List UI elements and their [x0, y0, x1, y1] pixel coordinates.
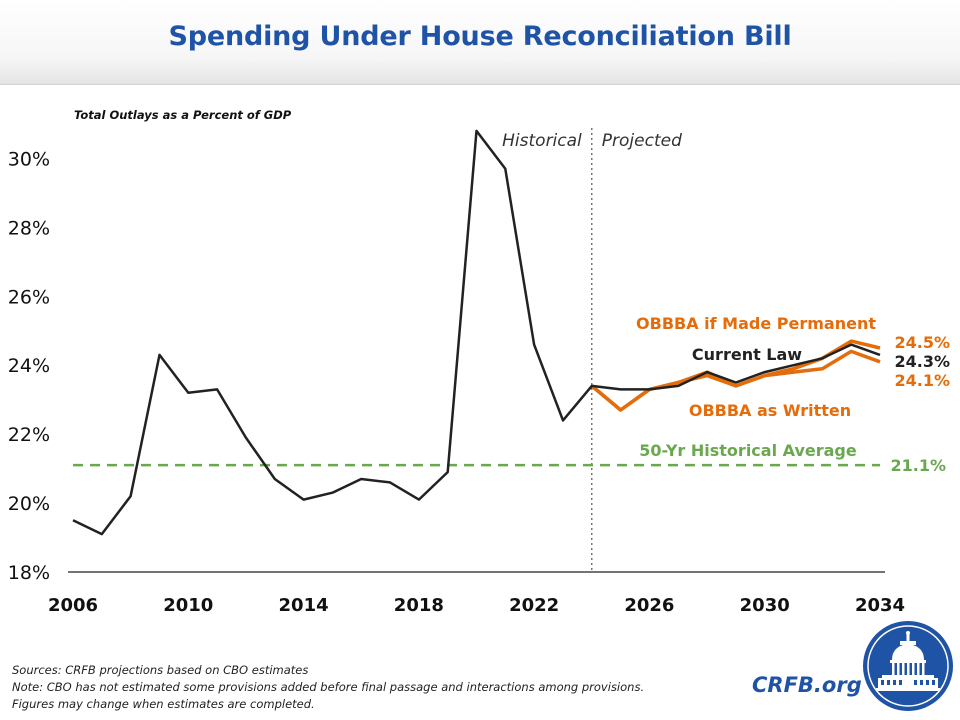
y-tick-label: 26%: [8, 286, 50, 308]
historical-average-value: 21.1%: [890, 456, 946, 475]
x-tick-label: 2026: [624, 595, 674, 616]
note-text-continued: Figures may change when estimates are co…: [12, 697, 315, 711]
obbba-permanent-label: OBBBA if Made Permanent: [636, 314, 876, 333]
header-bar: Spending Under House Reconciliation Bill: [0, 0, 960, 85]
obbba-as-written-end-value: 24.1%: [894, 371, 950, 390]
chart-subtitle: Total Outlays as a Percent of GDP: [74, 108, 292, 122]
x-tick-label: 2010: [163, 595, 213, 616]
sources-text: Sources: CRFB projections based on CBO e…: [12, 663, 309, 677]
y-tick-label: 20%: [8, 493, 50, 515]
capitol-dome-seal-icon: [863, 621, 953, 711]
historical-label: Historical: [502, 131, 582, 151]
y-tick-label: 28%: [8, 217, 50, 239]
x-tick-label: 2014: [279, 595, 329, 616]
obbba-permanent-end-value: 24.5%: [894, 333, 950, 352]
x-tick-label: 2022: [509, 595, 559, 616]
projected-label: Projected: [602, 131, 682, 151]
x-tick-label: 2030: [740, 595, 790, 616]
page-title: Spending Under House Reconciliation Bill: [168, 21, 792, 52]
obbba-as-written-label: OBBBA as Written: [689, 401, 851, 420]
y-tick-label: 22%: [8, 424, 50, 446]
historical-average-label: 50-Yr Historical Average: [639, 441, 857, 460]
y-tick-label: 30%: [8, 148, 50, 170]
current-law-line: [72, 129, 881, 536]
x-tick-label: 2034: [855, 595, 905, 616]
y-tick-label: 24%: [8, 355, 50, 377]
x-tick-label: 2006: [48, 595, 98, 616]
x-tick-label: 2018: [394, 595, 444, 616]
current-law-end-value: 24.3%: [894, 352, 950, 371]
current-law-label: Current Law: [692, 345, 802, 364]
footer-notes: Sources: CRFB projections based on CBO e…: [12, 662, 752, 713]
brand-link[interactable]: CRFB.org: [752, 673, 862, 697]
note-text: Note: CBO has not estimated some provisi…: [12, 680, 645, 694]
y-tick-label: 18%: [8, 562, 50, 584]
